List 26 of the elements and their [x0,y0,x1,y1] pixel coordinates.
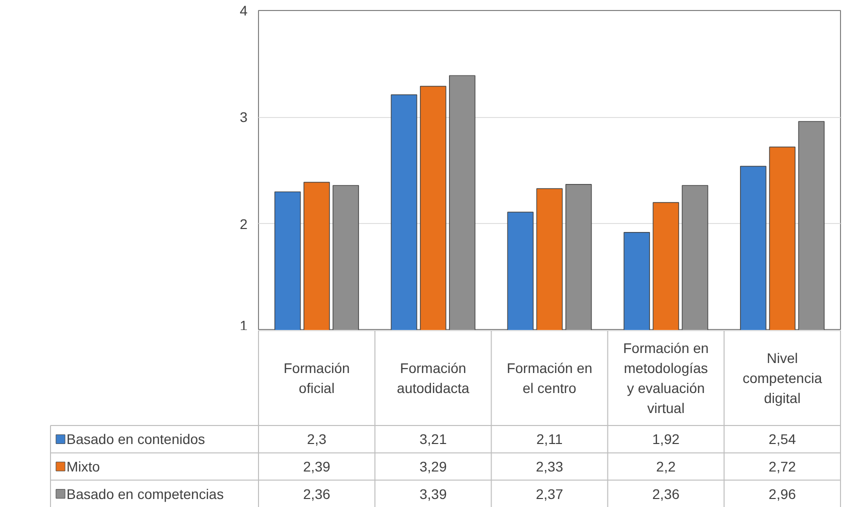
data-label: 2,11 [536,431,563,448]
y-tick-label: 3 [240,109,248,126]
data-label: 2,3 [306,431,327,448]
data-label: 3,39 [419,486,447,502]
x-tick-label: Formación oficial [284,360,350,396]
legend-label: Basado en contenidos [66,431,206,448]
data-label: 3,29 [419,458,447,474]
data-label: 2,37 [536,486,564,502]
data-label: 2,33 [536,458,564,474]
data-label: 2,36 [303,486,331,502]
data-label: 2,39 [303,458,331,474]
data-label: 3,21 [419,431,447,448]
data-label: 2,96 [768,486,796,502]
data-label: 2,2 [656,458,676,474]
data-label: 1,92 [652,431,680,448]
y-tick-label: 4 [240,2,248,18]
legend-label: Mixto [66,458,100,474]
x-tick-label: Formación en el centro [506,360,592,396]
y-tick-label: 2 [240,216,248,232]
data-label: 2,72 [768,458,796,474]
data-label: 2,54 [768,431,796,448]
legend-label: Basado en competencias [66,486,224,502]
x-tick-label: Formación autodidacta [396,360,470,396]
data-label: 2,36 [652,486,680,502]
x-tick-label: Nivel competencia digital [742,350,822,406]
x-tick-label: Formación en metodologías y evaluación virtual [623,340,709,416]
